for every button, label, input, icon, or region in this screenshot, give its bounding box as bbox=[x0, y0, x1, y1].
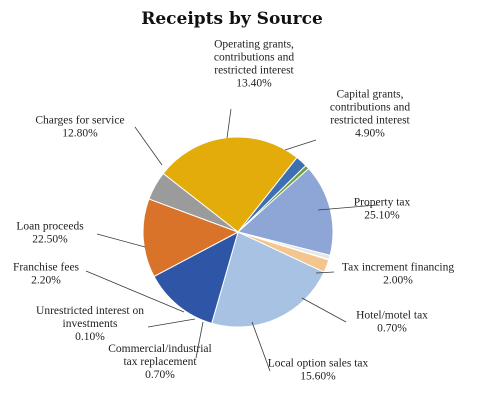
slice-labels: Property tax 25.10% Tax increment financin… bbox=[13, 39, 454, 383]
leader-line-capital-grants-contributions-and-restricted-interest bbox=[284, 139, 317, 151]
slice-label-value: 13.40% bbox=[236, 78, 272, 90]
slice-label-name: Hotel/motel tax bbox=[356, 310, 428, 322]
pie-slice-capital-grants-contributions-and-restricted-interest bbox=[148, 172, 239, 233]
slice-label-value: 2.20% bbox=[31, 275, 61, 287]
slice-label-name: Local option sales tax bbox=[268, 358, 369, 370]
leader-line-charges-for-service bbox=[134, 126, 163, 166]
leader-line-franchise-fees bbox=[85, 270, 185, 313]
slice-label-value: 0.70% bbox=[145, 369, 175, 381]
leader-lines bbox=[85, 108, 378, 372]
slice-label-commercial-industrial-tax-replacement: Commercial/industrial tax replacement 0.70… bbox=[108, 343, 211, 381]
leader-line-tax-increment-financing bbox=[315, 271, 335, 274]
slice-label-hotel-motel-tax: Hotel/motel tax 0.70% bbox=[356, 310, 428, 335]
slice-label-franchise-fees: Franchise fees 2.20% bbox=[13, 262, 80, 287]
slice-label-property-tax: Property tax 25.10% bbox=[354, 197, 411, 222]
pie-slice-operating-grants-contributions-and-restricted-interest bbox=[142, 198, 240, 278]
slice-label-name: Operating grants, bbox=[214, 39, 294, 51]
slice-label-value: 22.50% bbox=[32, 234, 68, 246]
pie-slice-charges-for-service bbox=[153, 231, 239, 324]
slice-label-value: 15.60% bbox=[300, 371, 336, 383]
slice-label-name: Franchise fees bbox=[13, 262, 80, 274]
slice-label-name: restricted interest bbox=[214, 65, 294, 77]
slice-label-value: 4.90% bbox=[355, 128, 385, 140]
leader-line-hotel-motel-tax bbox=[301, 297, 347, 323]
leader-line-property-tax bbox=[317, 204, 378, 211]
slice-label-local-option-sales-tax: Local option sales tax 15.60% bbox=[268, 358, 369, 383]
slice-label-name: Commercial/industrial bbox=[108, 343, 211, 355]
slice-label-name: Capital grants, bbox=[336, 89, 403, 101]
slice-label-operating-grants-contributions-and-restricted-interest: Operating grants, contributions and restri… bbox=[214, 39, 295, 90]
slice-label-name: Charges for service bbox=[35, 115, 124, 127]
slice-label-name: Unrestricted interest on bbox=[36, 305, 144, 317]
pie-slices bbox=[142, 136, 334, 328]
slice-label-unrestricted-interest-on-investments: Unrestricted interest on investments 0.10% bbox=[36, 305, 144, 343]
slice-label-name: contributions and bbox=[330, 102, 410, 114]
slice-label-name: investments bbox=[63, 318, 118, 330]
slice-label-tax-increment-financing: Tax increment financing 2.00% bbox=[342, 262, 454, 287]
leader-line-loan-proceeds bbox=[96, 233, 146, 248]
slice-label-value: 25.10% bbox=[364, 210, 400, 222]
slice-label-name: tax replacement bbox=[123, 356, 197, 368]
slice-label-value: 12.80% bbox=[62, 128, 98, 140]
slice-label-value: 0.10% bbox=[75, 331, 105, 343]
slice-label-value: 2.00% bbox=[383, 275, 413, 287]
pie-slice-loan-proceeds bbox=[211, 231, 325, 328]
slice-label-capital-grants-contributions-and-restricted-interest: Capital grants, contributions and restrict… bbox=[330, 89, 411, 140]
slice-label-name: restricted interest bbox=[330, 115, 410, 127]
chart-title: Receipts by Source bbox=[141, 9, 323, 29]
slice-label-name: Tax increment financing bbox=[342, 262, 454, 274]
slice-label-name: Loan proceeds bbox=[16, 221, 84, 233]
slice-label-loan-proceeds: Loan proceeds 22.50% bbox=[16, 221, 84, 246]
leader-line-unrestricted-interest-on-investments bbox=[147, 318, 196, 328]
slice-label-charges-for-service: Charges for service 12.80% bbox=[35, 115, 124, 140]
leader-line-commercial-industrial-tax-replacement bbox=[195, 321, 204, 359]
leader-line-local-option-sales-tax bbox=[251, 321, 271, 372]
slice-label-name: Property tax bbox=[354, 197, 411, 209]
slice-label-value: 0.70% bbox=[377, 323, 407, 335]
leader-line-operating-grants-contributions-and-restricted-interest bbox=[226, 108, 232, 139]
slice-label-name: contributions and bbox=[214, 52, 294, 64]
